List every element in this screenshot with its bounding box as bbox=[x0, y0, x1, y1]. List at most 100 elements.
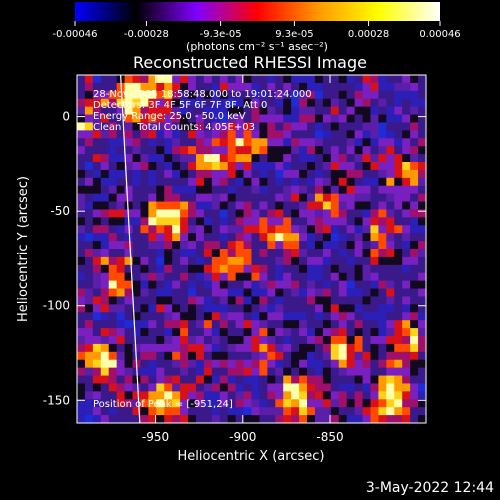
heatmap-cell bbox=[235, 169, 245, 179]
heatmap-cell bbox=[267, 272, 276, 282]
heatmap-cell bbox=[124, 256, 134, 266]
heatmap-cell bbox=[370, 114, 380, 124]
heatmap-cell bbox=[386, 415, 395, 423]
heatmap-cell bbox=[394, 375, 403, 385]
heatmap-cell bbox=[362, 272, 372, 282]
heatmap-cell bbox=[251, 233, 261, 242]
heatmap-cell bbox=[108, 304, 118, 313]
heatmap-cell bbox=[251, 114, 261, 124]
heatmap-cell bbox=[291, 185, 300, 195]
heatmap-cell bbox=[259, 399, 268, 408]
heatmap-cell bbox=[140, 209, 149, 218]
heatmap-cell bbox=[227, 336, 237, 345]
heatmap-cell bbox=[394, 90, 403, 100]
heatmap-cell bbox=[354, 75, 364, 84]
heatmap-cell bbox=[227, 225, 237, 234]
heatmap-cell bbox=[219, 320, 229, 329]
heatmap-cell bbox=[346, 98, 356, 108]
heatmap-cell bbox=[92, 256, 102, 266]
heatmap-cell bbox=[259, 296, 268, 305]
heatmap-cell bbox=[283, 399, 292, 408]
heatmap-cell bbox=[346, 130, 356, 139]
heatmap-cell bbox=[338, 383, 348, 392]
heatmap-cell bbox=[394, 280, 403, 290]
heatmap-cell bbox=[402, 383, 411, 392]
heatmap-cell bbox=[307, 162, 316, 171]
heatmap-cell bbox=[314, 391, 324, 400]
heatmap-cell bbox=[299, 146, 308, 155]
heatmap-cell bbox=[188, 154, 197, 163]
heatmap-cell bbox=[346, 154, 356, 163]
heatmap-cell bbox=[132, 90, 142, 100]
heatmap-cell bbox=[267, 415, 276, 423]
heatmap-cell bbox=[259, 233, 268, 242]
heatmap-cell bbox=[362, 98, 372, 108]
heatmap-cell bbox=[164, 264, 173, 274]
heatmap-cell bbox=[243, 138, 253, 147]
heatmap-cell bbox=[267, 241, 276, 250]
heatmap-cell bbox=[132, 209, 142, 218]
heatmap-cell bbox=[299, 312, 308, 321]
heatmap-cell bbox=[251, 367, 261, 377]
heatmap-cell bbox=[370, 185, 380, 195]
heatmap-cell bbox=[77, 162, 86, 171]
heatmap-cell bbox=[314, 122, 324, 131]
heatmap-cell bbox=[243, 320, 253, 329]
heatmap-cell bbox=[77, 98, 86, 108]
heatmap-cell bbox=[307, 343, 316, 353]
heatmap-cell bbox=[108, 415, 118, 423]
heatmap-cell bbox=[116, 320, 126, 329]
heatmap-cell bbox=[203, 264, 213, 274]
heatmap-cell bbox=[148, 177, 157, 187]
heatmap-cell bbox=[203, 328, 213, 337]
heatmap-cell bbox=[251, 82, 261, 92]
heatmap-cell bbox=[346, 375, 356, 385]
heatmap-cell bbox=[243, 288, 253, 298]
heatmap-cell bbox=[330, 256, 340, 266]
heatmap-cell bbox=[180, 233, 189, 242]
heatmap-cell bbox=[203, 407, 213, 416]
heatmap-cell bbox=[180, 138, 189, 147]
heatmap-cell bbox=[219, 383, 229, 392]
heatmap-cell bbox=[354, 359, 364, 369]
heatmap-cell bbox=[394, 320, 403, 329]
heatmap-cell bbox=[188, 225, 197, 234]
heatmap-cell bbox=[267, 114, 276, 124]
heatmap-cell bbox=[354, 233, 364, 242]
heatmap-cell bbox=[307, 114, 316, 124]
heatmap-cell bbox=[219, 249, 229, 258]
heatmap-cell bbox=[188, 407, 197, 416]
heatmap-cell bbox=[156, 249, 165, 258]
heatmap-cell bbox=[116, 359, 126, 369]
heatmap-cell bbox=[354, 320, 364, 329]
heatmap-cell bbox=[322, 288, 332, 298]
heatmap-cell bbox=[322, 391, 332, 400]
heatmap-cell bbox=[211, 82, 221, 92]
heatmap-cell bbox=[100, 312, 110, 321]
heatmap-cell bbox=[180, 241, 189, 250]
heatmap-cell bbox=[92, 415, 102, 423]
heatmap-cell bbox=[299, 272, 308, 282]
heatmap-cell bbox=[164, 328, 173, 337]
heatmap-cell bbox=[172, 90, 181, 100]
heatmap-cell bbox=[346, 288, 356, 298]
heatmap-cell bbox=[386, 288, 395, 298]
heatmap-cell bbox=[362, 90, 372, 100]
heatmap-cell bbox=[314, 272, 324, 282]
heatmap-cell bbox=[314, 367, 324, 377]
heatmap-cell bbox=[172, 407, 181, 416]
heatmap-cell bbox=[267, 367, 276, 377]
heatmap-cell bbox=[370, 336, 380, 345]
heatmap-cell bbox=[188, 391, 197, 400]
heatmap-cell bbox=[299, 75, 308, 84]
heatmap-cell bbox=[227, 162, 237, 171]
heatmap-cell bbox=[195, 177, 205, 187]
heatmap-cell bbox=[164, 233, 173, 242]
heatmap-cell bbox=[219, 201, 229, 211]
heatmap-cell bbox=[84, 177, 94, 187]
heatmap-cell bbox=[378, 98, 387, 108]
heatmap-cell bbox=[84, 351, 94, 361]
heatmap-cell bbox=[394, 367, 403, 377]
heatmap-cell bbox=[259, 367, 268, 377]
heatmap-cell bbox=[314, 114, 324, 124]
